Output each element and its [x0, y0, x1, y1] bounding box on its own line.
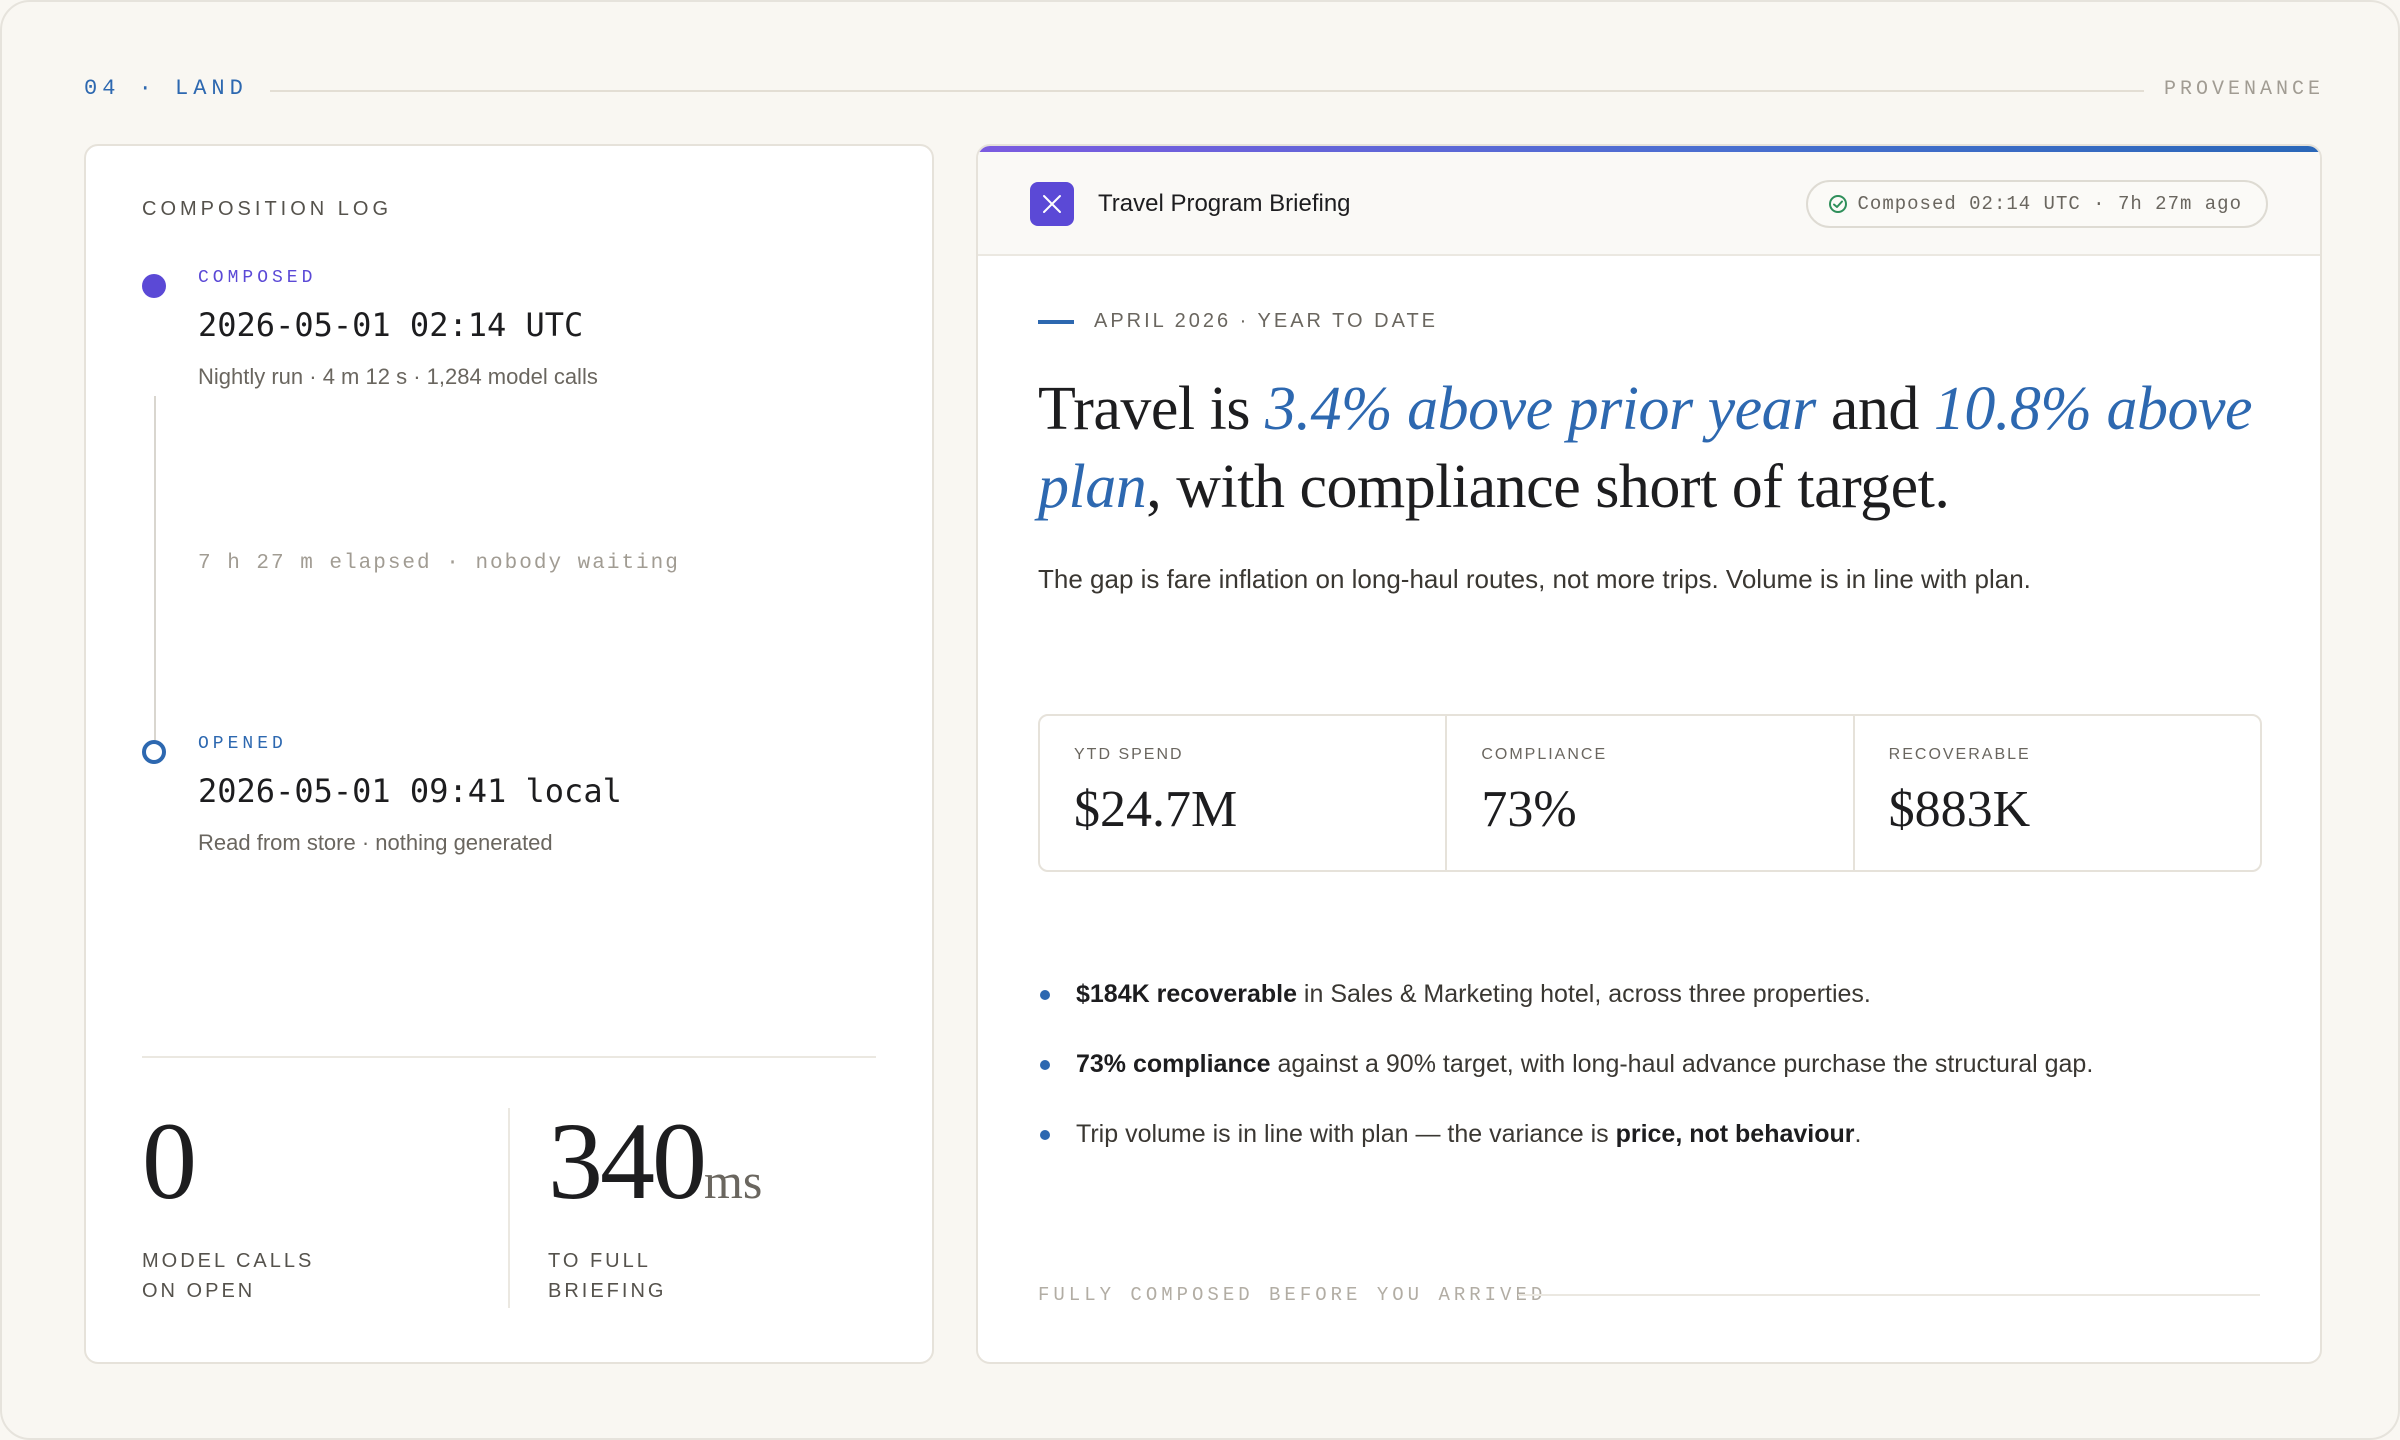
briefing-header: Travel Program Briefing Composed 02:14 U… — [978, 152, 2320, 256]
load-time-value: 340 — [548, 1100, 707, 1222]
footer-note: FULLY COMPOSED BEFORE YOU ARRIVED — [1038, 1284, 1547, 1306]
kpi-recoverable: RECOVERABLE $883K — [1855, 716, 2260, 870]
bullet-text-post: in Sales & Marketing hotel, across three… — [1296, 980, 1871, 1008]
composed-marker — [142, 274, 166, 298]
load-time-caption-line1: TO FULL — [548, 1250, 651, 1272]
findings-list: $184K recoverable in Sales & Marketing h… — [1038, 976, 2268, 1186]
list-item: 73% compliance against a 90% target, wit… — [1038, 1046, 2268, 1116]
bullet-text-post: against a 90% target, with long-haul adv… — [1270, 1050, 2094, 1078]
composed-time: 2026-05-01 02:14 UTC — [198, 306, 584, 344]
composition-log-title: COMPOSITION LOG — [142, 198, 393, 220]
topbar: 04 · LAND PROVENANCE — [84, 76, 2324, 104]
bullet-dot — [1040, 990, 1050, 1000]
status-pill: Composed 02:14 UTC · 7h 27m ago — [1805, 180, 2268, 228]
model-calls-caption-line1: MODEL CALLS — [142, 1250, 315, 1272]
top-divider — [270, 90, 2144, 92]
composition-log-card: COMPOSITION LOG COMPOSED 2026-05-01 02:1… — [84, 144, 934, 1364]
kpi-value: 73% — [1481, 781, 1577, 838]
headline-text-3: , with compliance short of target. — [1146, 453, 1950, 521]
x-mark-icon — [1030, 182, 1074, 226]
kpi-label: YTD SPEND — [1074, 746, 1184, 763]
briefing-title: Travel Program Briefing — [1098, 190, 1351, 217]
kpi-ytd-spend: YTD SPEND $24.7M — [1040, 716, 1448, 870]
footer-rule — [1518, 1294, 2260, 1296]
briefing-card: Travel Program Briefing Composed 02:14 U… — [976, 144, 2322, 1364]
headline: Travel is 3.4% above prior year and 10.8… — [1038, 370, 2268, 526]
kpi-strip: YTD SPEND $24.7M COMPLIANCE 73% RECOVERA… — [1038, 714, 2262, 872]
kpi-label: COMPLIANCE — [1481, 746, 1608, 763]
log-divider — [142, 1056, 876, 1058]
opened-marker — [142, 740, 166, 764]
lede: The gap is fare inflation on long-haul r… — [1038, 564, 2031, 594]
headline-text-1: Travel is — [1038, 375, 1265, 443]
bullet-text-strong: $184K recoverable — [1076, 980, 1297, 1008]
bullet-text-pre: Trip volume is in line with plan — the v… — [1076, 1120, 1616, 1148]
bullet-dot — [1040, 1060, 1050, 1070]
headline-text-2: and — [1815, 375, 1934, 443]
section-tag: 04 · LAND — [84, 76, 248, 101]
model-calls-caption-line2: ON OPEN — [142, 1280, 256, 1302]
bullet-text-strong: 73% compliance — [1076, 1050, 1271, 1078]
model-calls-caption: MODEL CALLS ON OPEN — [142, 1246, 442, 1306]
elapsed-note: 7 h 27 m elapsed · nobody waiting — [198, 552, 680, 575]
load-time-caption-line2: BRIEFING — [548, 1280, 667, 1302]
opened-detail: Read from store · nothing generated — [198, 830, 553, 855]
provenance-label: PROVENANCE — [2163, 78, 2324, 101]
bullet-dot — [1040, 1130, 1050, 1140]
opened-time: 2026-05-01 09:41 local — [198, 772, 622, 810]
stat-separator — [508, 1108, 510, 1308]
kpi-label: RECOVERABLE — [1888, 746, 2031, 763]
composed-label: COMPOSED — [198, 268, 317, 288]
opened-label: OPENED — [198, 734, 287, 754]
kpi-compliance: COMPLIANCE 73% — [1447, 716, 1855, 870]
list-item: Trip volume is in line with plan — the v… — [1038, 1116, 2268, 1186]
headline-highlight-plan: 10.8% above plan — [1038, 375, 2253, 521]
headline-highlight-prior-year: 3.4% above prior year — [1264, 375, 1816, 443]
load-time-unit: ms — [704, 1153, 763, 1209]
load-time-stat: 340ms — [548, 1106, 762, 1216]
timeline-line — [154, 396, 156, 746]
check-circle-icon — [1828, 195, 1847, 213]
bullet-text-post: . — [1854, 1120, 1862, 1148]
list-item: $184K recoverable in Sales & Marketing h… — [1038, 976, 2268, 1046]
status-text: Composed 02:14 UTC · 7h 27m ago — [1857, 193, 2242, 215]
model-calls-stat: 0 — [142, 1106, 197, 1216]
load-time-caption: TO FULL BRIEFING — [548, 1246, 848, 1306]
kpi-value: $24.7M — [1074, 781, 1238, 838]
composed-detail: Nightly run · 4 m 12 s · 1,284 model cal… — [198, 364, 598, 389]
bullet-text-strong: price, not behaviour — [1615, 1120, 1855, 1148]
accent-bar — [978, 146, 2320, 152]
kpi-value: $883K — [1888, 781, 2031, 838]
period-kicker: APRIL 2026 · YEAR TO DATE — [1094, 310, 1439, 332]
model-calls-value: 0 — [142, 1100, 197, 1222]
kicker-rule — [1038, 320, 1074, 324]
